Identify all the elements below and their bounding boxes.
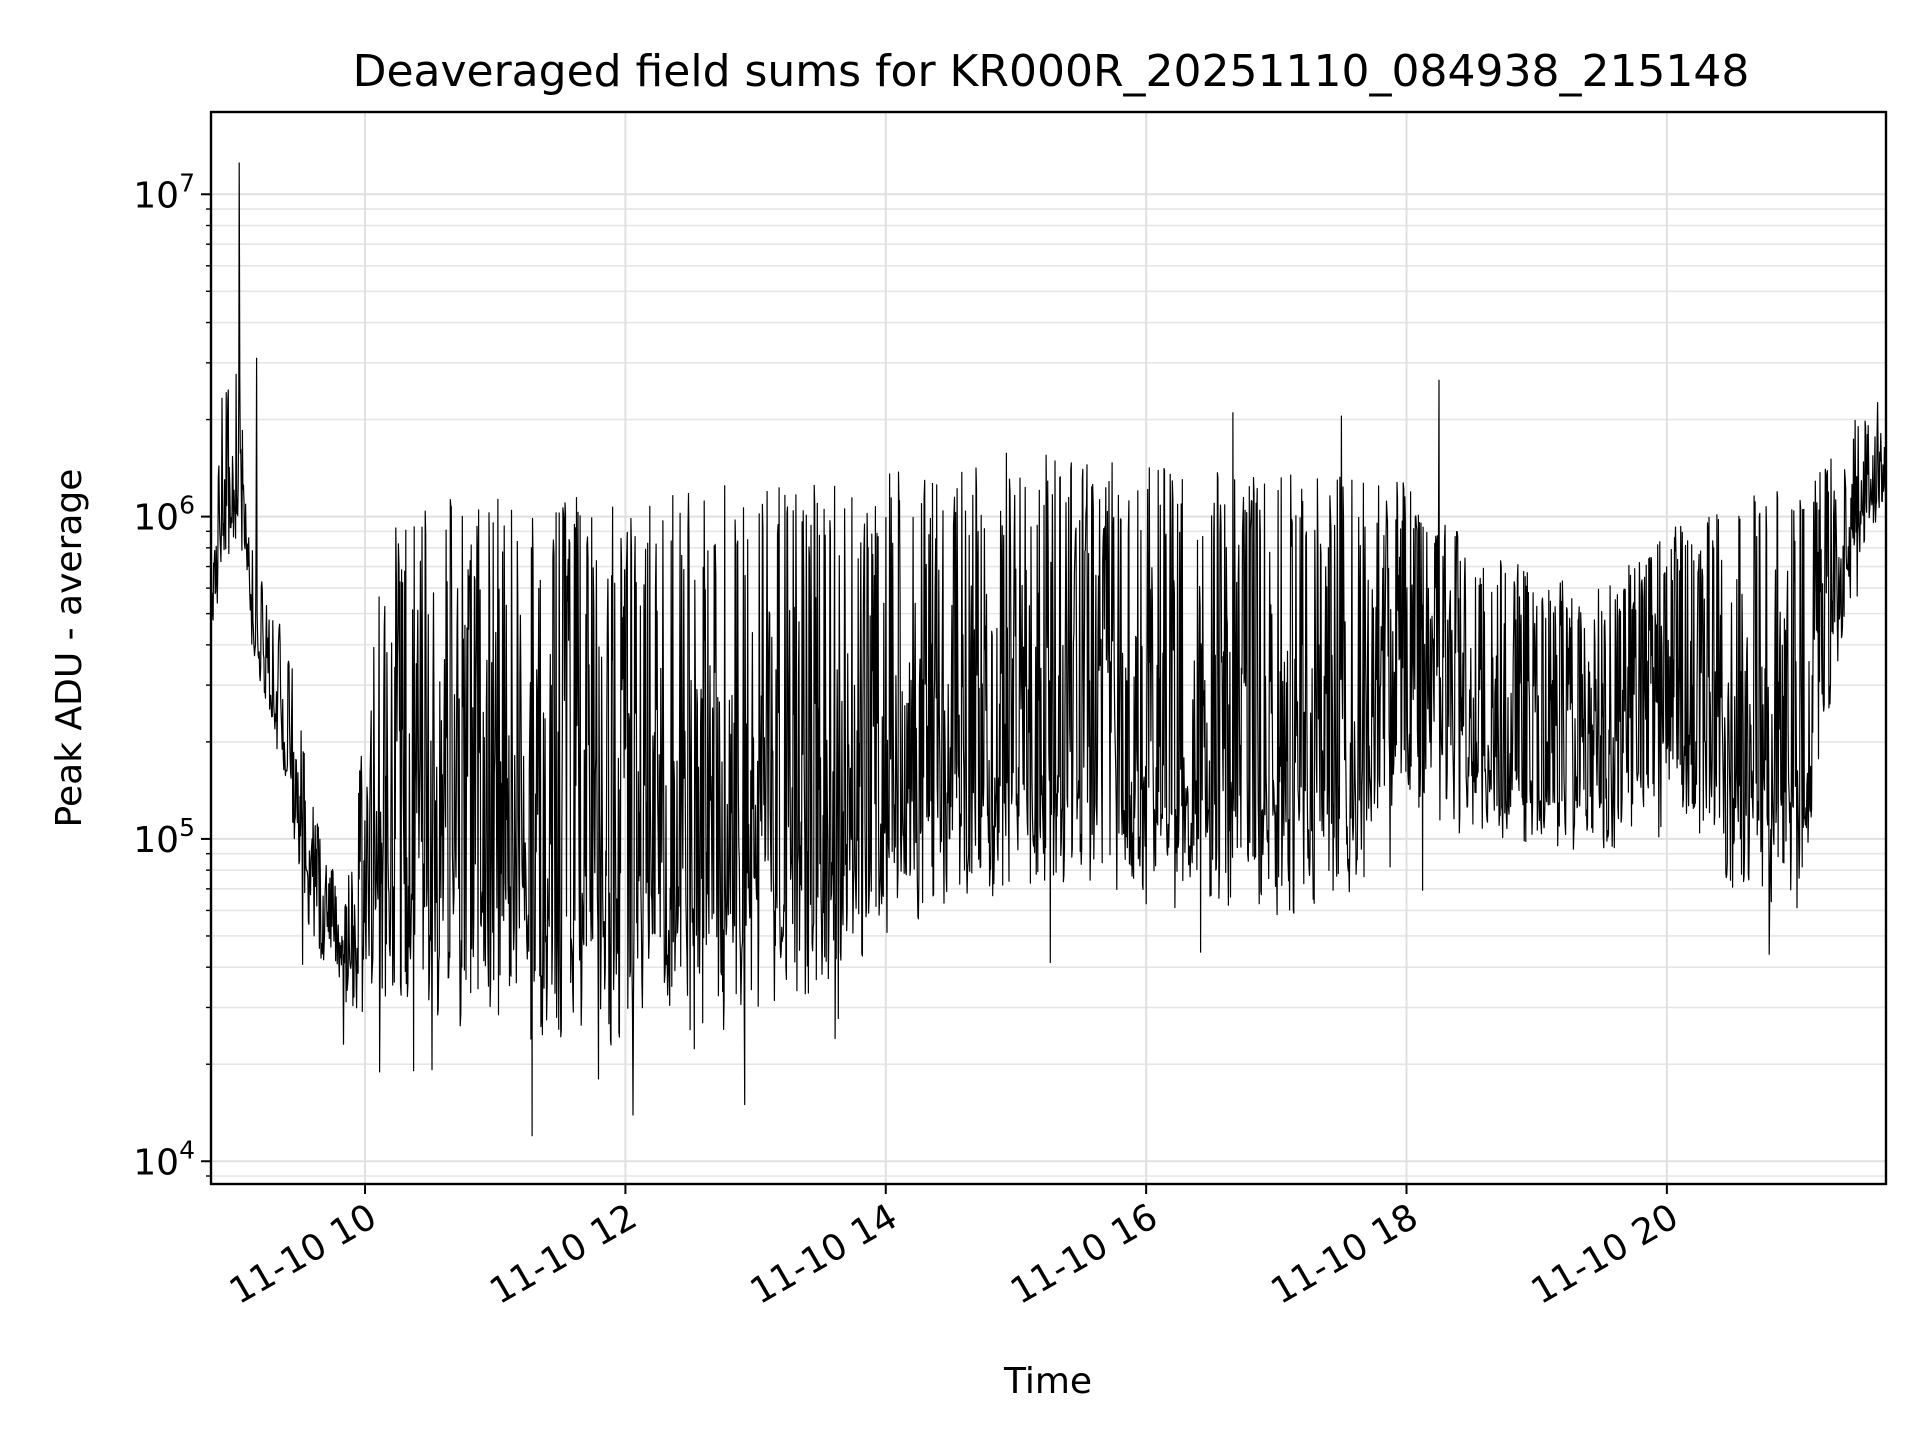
x-axis-label: Time [1003, 1361, 1092, 1402]
y-tick-label: 106 [133, 491, 195, 539]
y-axis: 104 105 106 107 [133, 168, 211, 1183]
chart-title: Deaveraged field sums for KR000R_2025111… [353, 46, 1750, 97]
plot-frame [209, 110, 1888, 1186]
y-tick-label: 105 [133, 813, 195, 861]
data-series [210, 162, 1887, 1137]
y-tick-label: 104 [133, 1135, 195, 1183]
y-axis-label: Peak ADU - average [49, 469, 90, 828]
y-tick-label: 107 [133, 168, 195, 216]
series-line [210, 162, 1887, 1137]
